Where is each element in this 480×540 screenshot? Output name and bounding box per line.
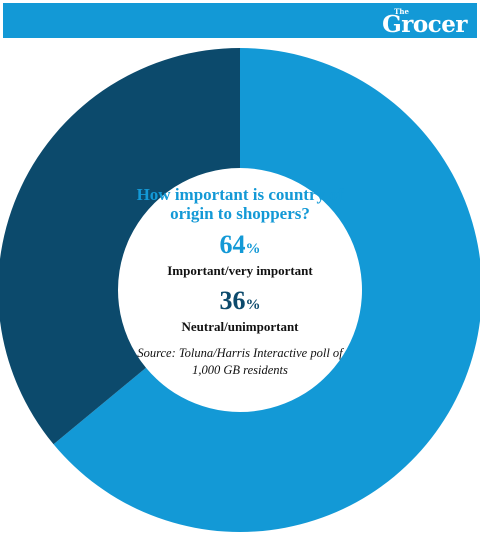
brand-header-bar: The Grocer <box>3 3 477 38</box>
value-important: 64 <box>219 230 246 259</box>
slice-neutral <box>0 48 240 445</box>
chart-center-text: How important is country of origin to sh… <box>135 185 345 379</box>
source-note: Source: Toluna/Harris Interactive poll o… <box>137 346 343 377</box>
value-label-neutral: 36% <box>135 287 345 319</box>
percent-sign: % <box>245 297 261 313</box>
stat-neutral: 36% Neutral/unimportant <box>135 287 345 335</box>
value-label-important: 64% <box>135 231 345 263</box>
slice-important <box>53 48 480 532</box>
grocer-logo: The Grocer <box>382 5 467 36</box>
logo-the: The <box>394 7 409 16</box>
stat-important: 64% Important/very important <box>135 231 345 279</box>
chart-title: How important is country of origin to sh… <box>136 185 344 223</box>
logo-name: Grocer <box>382 11 467 38</box>
category-label-neutral: Neutral/unimportant <box>181 319 299 334</box>
category-label-important: Important/very important <box>167 263 313 278</box>
value-neutral: 36 <box>219 286 246 315</box>
percent-sign: % <box>245 241 261 257</box>
